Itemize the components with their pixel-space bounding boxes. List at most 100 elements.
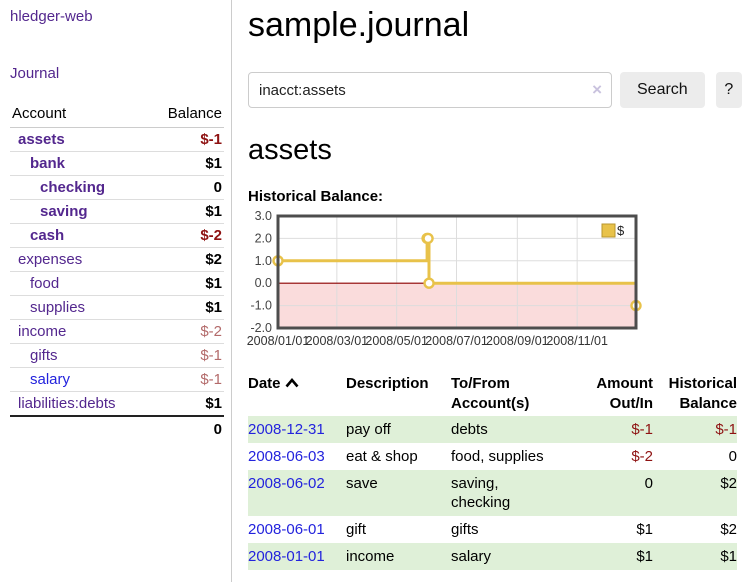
date-cell: 2008-06-02 — [248, 470, 346, 516]
sidebar-account-row: expenses $2 — [10, 248, 224, 272]
balance-column-header: Balance — [167, 105, 222, 122]
sidebar-account-row: gifts $-1 — [10, 344, 224, 368]
description-column-header: Description — [346, 375, 429, 392]
sidebar-account-link[interactable]: income — [18, 323, 67, 340]
sidebar-account-link[interactable]: saving — [40, 203, 88, 220]
svg-text:2008/05/01: 2008/05/01 — [365, 334, 428, 348]
total-row: 0 — [10, 415, 224, 442]
svg-text:3.0: 3.0 — [255, 209, 272, 223]
register-row[interactable]: 2008-01-01 income salary $1 $1 — [248, 543, 737, 570]
date-cell: 2008-12-31 — [248, 416, 346, 443]
sidebar-account-row: salary $-1 — [10, 368, 224, 392]
account-balance: $1 — [205, 395, 222, 412]
total-balance: 0 — [213, 421, 222, 438]
sidebar-account-row: bank $1 — [10, 152, 224, 176]
accounts-cell: gifts — [451, 521, 479, 538]
sidebar-account-link[interactable]: expenses — [18, 251, 83, 268]
date-cell: 2008-01-01 — [248, 543, 346, 570]
balance-cell: $2 — [720, 475, 737, 492]
account-column-header: Account — [12, 105, 67, 122]
transaction-date-link[interactable]: 2008-06-02 — [248, 475, 325, 492]
register-row[interactable]: 2008-06-03 eat & shop food, supplies $-2 0 — [248, 443, 737, 470]
sidebar-account-link[interactable]: checking — [40, 179, 106, 196]
amount-cell: $-1 — [631, 421, 653, 438]
app-brand-link[interactable]: hledger-web — [10, 8, 93, 25]
chart-container: 3.0 2.0 1.0 0.0 -1.0 -2.0 2008/01/01 2008/03/01… — [247, 208, 742, 360]
account-heading: assets — [248, 134, 332, 166]
description-cell: pay off — [346, 421, 391, 438]
transaction-date-link[interactable]: 2008-06-03 — [248, 448, 325, 465]
svg-text:1.0: 1.0 — [255, 254, 272, 268]
sidebar-account-link[interactable]: liabilities:debts — [18, 395, 116, 412]
sidebar-account-row: liabilities:debts $1 — [10, 392, 224, 415]
accounts-cell: food, supplies — [451, 448, 544, 465]
accounts-column-header: To/From Account(s) — [451, 375, 530, 412]
search-form: × Search ? — [248, 72, 742, 108]
sidebar: hledger-web Journal Account Balance asse… — [0, 0, 232, 582]
svg-text:2008/03/01: 2008/03/01 — [306, 334, 369, 348]
svg-text:2008/11/01: 2008/11/01 — [546, 334, 608, 348]
clear-search-icon[interactable]: × — [592, 80, 602, 99]
register-row[interactable]: 2008-06-02 save saving, checking 0 $2 — [248, 470, 737, 516]
account-balance: $-1 — [200, 347, 222, 364]
sidebar-account-row: income $-2 — [10, 320, 224, 344]
legend-swatch — [601, 223, 616, 238]
date-header-label: Date — [248, 375, 281, 392]
transaction-date-link[interactable]: 2008-01-01 — [248, 548, 325, 565]
account-balance: $-1 — [200, 131, 222, 148]
sidebar-account-row: saving $1 — [10, 200, 224, 224]
sidebar-account-row: supplies $1 — [10, 296, 224, 320]
balance-cell: $2 — [720, 521, 737, 538]
sidebar-account-link[interactable]: cash — [30, 227, 65, 244]
sidebar-account-link[interactable]: gifts — [30, 347, 58, 364]
sidebar-account-row: cash $-2 — [10, 224, 224, 248]
account-balance: $1 — [205, 299, 222, 316]
svg-text:2.0: 2.0 — [255, 231, 272, 245]
sidebar-account-link[interactable]: salary — [30, 371, 71, 388]
sidebar-accounts: assets $-1 bank $1 checking 0 saving $1 cash $-2 e… — [10, 128, 224, 415]
historical-balance-chart: 3.0 2.0 1.0 0.0 -1.0 -2.02008/01/012008/03/01… — [247, 209, 642, 348]
sidebar-account-row: checking 0 — [10, 176, 224, 200]
register-row[interactable]: 2008-12-31 pay off debts $-1 $-1 — [248, 416, 737, 443]
search-button[interactable]: Search — [620, 72, 705, 108]
help-button[interactable]: ? — [715, 72, 742, 108]
sort-ascending-icon — [285, 374, 299, 394]
register-row[interactable]: 2008-06-01 gift gifts $1 $2 — [248, 516, 737, 543]
sidebar-account-link[interactable]: food — [30, 275, 60, 292]
amount-cell: $1 — [636, 521, 653, 538]
account-balance: $2 — [205, 251, 222, 268]
account-balance: $-2 — [200, 227, 222, 244]
accounts-cell: saving, checking — [451, 475, 511, 511]
amount-cell: $1 — [636, 548, 653, 565]
date-column-header[interactable]: Date — [248, 372, 346, 416]
description-cell: eat & shop — [346, 448, 418, 465]
register-header-row: Date Description To/From Account(s) Amou… — [248, 372, 737, 416]
balance-cell: $1 — [720, 548, 737, 565]
svg-text:2008/09/01: 2008/09/01 — [486, 334, 549, 348]
transaction-date-link[interactable]: 2008-06-01 — [248, 521, 325, 538]
search-input[interactable] — [248, 72, 612, 108]
account-balance: $1 — [205, 275, 222, 292]
sidebar-account-link[interactable]: bank — [30, 155, 66, 172]
account-balance: $1 — [205, 203, 222, 220]
account-balance: $-2 — [200, 323, 222, 340]
page-title: sample.journal — [248, 6, 470, 44]
sidebar-account-link[interactable]: supplies — [30, 299, 86, 316]
register-body: 2008-12-31 pay off debts $-1 $-1 2008-06-03 ea… — [248, 416, 737, 570]
account-balance-table: Account Balance assets $-1 bank $1 checking 0… — [10, 102, 224, 442]
amount-cell: $-2 — [631, 448, 653, 465]
svg-text:-2.0: -2.0 — [250, 321, 272, 335]
sidebar-item-journal[interactable]: Journal — [10, 65, 60, 82]
sidebar-account-link[interactable]: assets — [18, 131, 65, 148]
amount-column-header: Amount Out/In — [596, 375, 653, 412]
account-balance: $1 — [205, 155, 222, 172]
description-cell: gift — [346, 521, 367, 538]
svg-text:2008/01/01: 2008/01/01 — [247, 334, 310, 348]
date-cell: 2008-06-01 — [248, 516, 346, 543]
legend-label: $ — [617, 223, 625, 238]
transaction-date-link[interactable]: 2008-12-31 — [248, 421, 325, 438]
date-cell: 2008-06-03 — [248, 443, 346, 470]
svg-text:0.0: 0.0 — [255, 276, 272, 290]
account-balance: 0 — [213, 179, 222, 196]
chart-title: Historical Balance: — [248, 188, 384, 205]
